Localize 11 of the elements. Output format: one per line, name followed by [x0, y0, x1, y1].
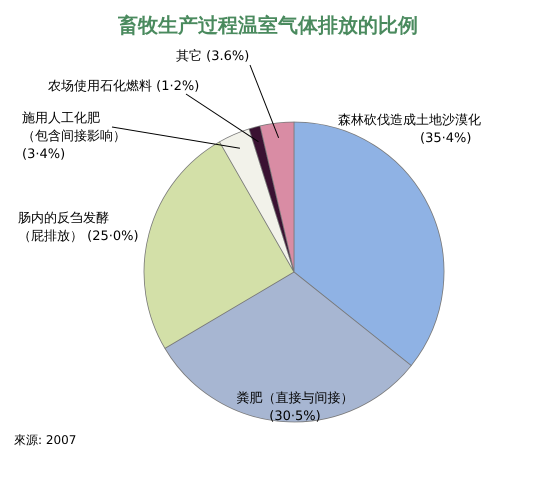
data-label: (3·4%) — [22, 147, 66, 162]
slice-label: 粪肥（直接与间接） — [236, 391, 354, 406]
slice-label: 森林砍伐造成土地沙漠化 — [338, 113, 481, 128]
data-label: (35·4%) — [420, 131, 472, 146]
data-label: (30·5%) — [269, 409, 321, 424]
text: 來源: 2007 — [14, 433, 76, 447]
slice-label: 其它 (3.6%) — [176, 48, 250, 64]
slice-label: 施用人工化肥（包含间接影响） — [22, 111, 126, 144]
slice-label: 农场使用石化燃料 (1·2%) — [48, 79, 200, 94]
chart-title: 畜牧生产过程温室气体排放的比例 — [117, 13, 418, 37]
slice-label: 肠内的反刍发酵（屁排放） (25·0%) — [18, 211, 139, 244]
